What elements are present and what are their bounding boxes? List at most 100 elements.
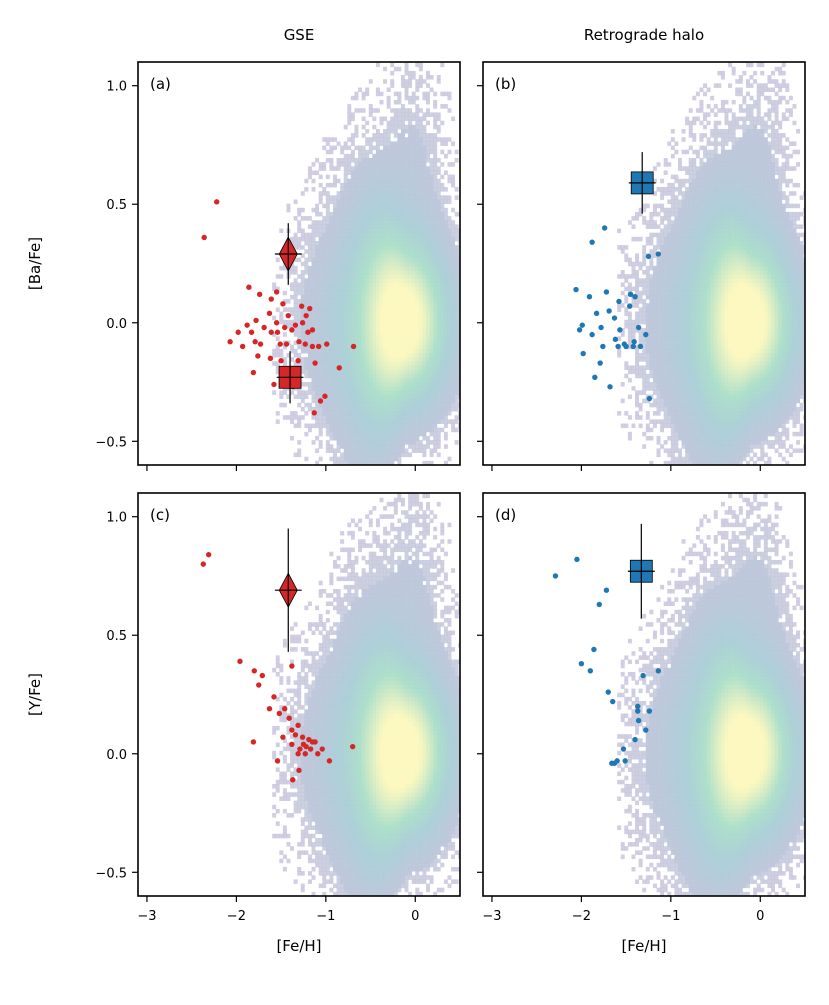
density-cell [710, 456, 715, 462]
density-cell [408, 145, 413, 151]
density-cell [706, 361, 711, 366]
density-cell [386, 170, 391, 175]
density-cell [426, 286, 430, 292]
density-cell [652, 245, 657, 250]
density-cell [379, 236, 384, 242]
density-cell [695, 232, 700, 238]
density-cell [375, 311, 380, 317]
density-cell [304, 323, 309, 329]
density-cell [674, 149, 679, 155]
density-cell [311, 162, 316, 167]
density-cell [635, 261, 640, 267]
density-cell [443, 232, 448, 238]
density-cell [400, 282, 405, 288]
density-cell [354, 228, 359, 234]
density-cell [635, 299, 640, 304]
density-cell [318, 427, 323, 433]
density-cell [429, 158, 434, 163]
density-cell [358, 187, 363, 192]
density-cell [343, 377, 348, 383]
density-cell [692, 270, 697, 275]
density-cell [443, 382, 448, 387]
density-cell [379, 332, 384, 337]
density-cell [300, 348, 305, 354]
density-cell [354, 411, 359, 416]
density-cell [631, 323, 636, 329]
density-cell [695, 340, 700, 346]
density-cell [649, 216, 654, 221]
density-cell [429, 365, 434, 370]
density-cell [358, 199, 363, 205]
density-cell [361, 261, 366, 267]
density-cell [393, 332, 398, 337]
density-cell [440, 199, 445, 205]
density-cell [415, 427, 420, 433]
density-cell [436, 299, 441, 304]
density-cell [699, 170, 704, 175]
density-cell [347, 431, 352, 437]
density-cell [311, 348, 316, 354]
density-cell [685, 431, 690, 437]
density-cell [706, 336, 711, 341]
density-cell [372, 199, 377, 205]
density-cell [340, 149, 345, 155]
density-cell [642, 319, 647, 325]
density-cell [315, 278, 320, 283]
density-cell [361, 406, 366, 412]
density-cell [404, 361, 409, 366]
scatter-point [283, 341, 290, 347]
density-cell [699, 373, 704, 379]
density-cell [279, 228, 284, 234]
density-cell [393, 294, 398, 300]
density-cell [397, 253, 402, 258]
density-cell [361, 274, 366, 279]
density-cell [688, 323, 693, 329]
density-cell [372, 145, 377, 151]
density-cell [706, 149, 711, 155]
density-cell [447, 278, 452, 283]
density-cell [307, 257, 312, 263]
density-cell [343, 361, 348, 366]
density-cell [332, 369, 337, 375]
density-cell [645, 344, 650, 350]
density-cell [674, 174, 679, 180]
density-cell [674, 203, 679, 209]
density-cell [293, 294, 298, 300]
density-cell [336, 336, 341, 341]
density-cell [293, 348, 298, 354]
density-cell [440, 137, 445, 142]
density-cell [322, 352, 327, 358]
density-cell [272, 361, 277, 366]
density-cell [372, 257, 377, 263]
density-cell [383, 195, 388, 200]
density-cell [393, 149, 398, 155]
density-cell [706, 431, 711, 437]
density-cell [325, 274, 330, 279]
density-cell [315, 311, 320, 317]
density-cell [358, 203, 363, 209]
density-cell [304, 270, 309, 275]
density-cell [454, 211, 459, 217]
density-cell [368, 427, 373, 433]
density-cell [695, 249, 700, 254]
density-cell [706, 315, 711, 321]
density-cell [347, 394, 352, 400]
density-cell [361, 402, 366, 408]
density-cell [415, 448, 420, 453]
density-cell [336, 435, 341, 441]
density-cell [393, 365, 398, 370]
density-cell [404, 199, 409, 205]
density-cell [642, 344, 647, 350]
density-cell [433, 153, 438, 159]
density-cell [361, 116, 366, 122]
density-cell [422, 365, 427, 370]
density-cell [365, 294, 370, 300]
density-cell [436, 261, 441, 267]
density-cell [426, 365, 430, 370]
density-cell [325, 323, 330, 329]
density-cell [393, 415, 398, 420]
density-cell [390, 290, 395, 296]
density-cell [454, 365, 459, 370]
density-cell [436, 402, 441, 408]
square-marker [276, 351, 304, 404]
